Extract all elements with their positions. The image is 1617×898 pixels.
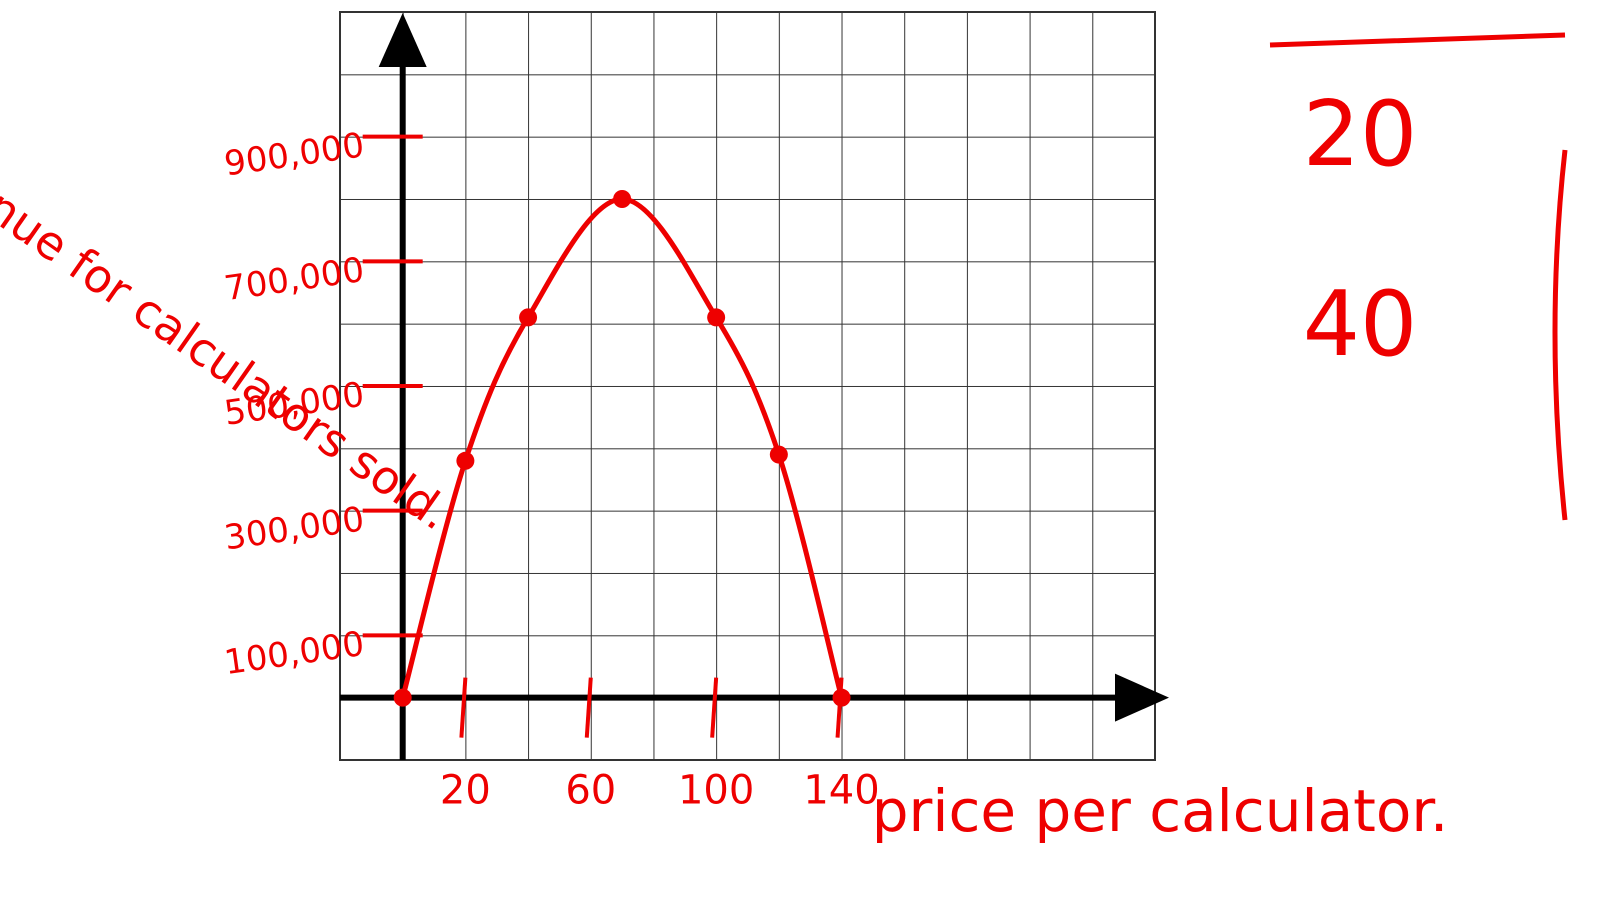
data-point (833, 689, 851, 707)
chart: 100,000300,000500,000700,000900,00020601… (0, 0, 1617, 898)
data-point (519, 308, 537, 326)
data-point (613, 190, 631, 208)
page: {"chart_data": { "type": "line", "xlabel… (0, 0, 1617, 898)
graph-paper (340, 12, 1155, 760)
x-tick-label: 140 (803, 768, 879, 814)
x-tick-label: 20 (440, 768, 491, 814)
x-tick-label: 60 (565, 768, 616, 814)
annotation: 40 (1303, 272, 1418, 377)
data-point (456, 452, 474, 470)
x-tick-label: 100 (678, 768, 754, 814)
annotation: 20 (1303, 82, 1418, 187)
data-point (394, 689, 412, 707)
data-point (707, 308, 725, 326)
data-point (770, 446, 788, 464)
x-axis-label: price per calculator. (872, 777, 1449, 845)
